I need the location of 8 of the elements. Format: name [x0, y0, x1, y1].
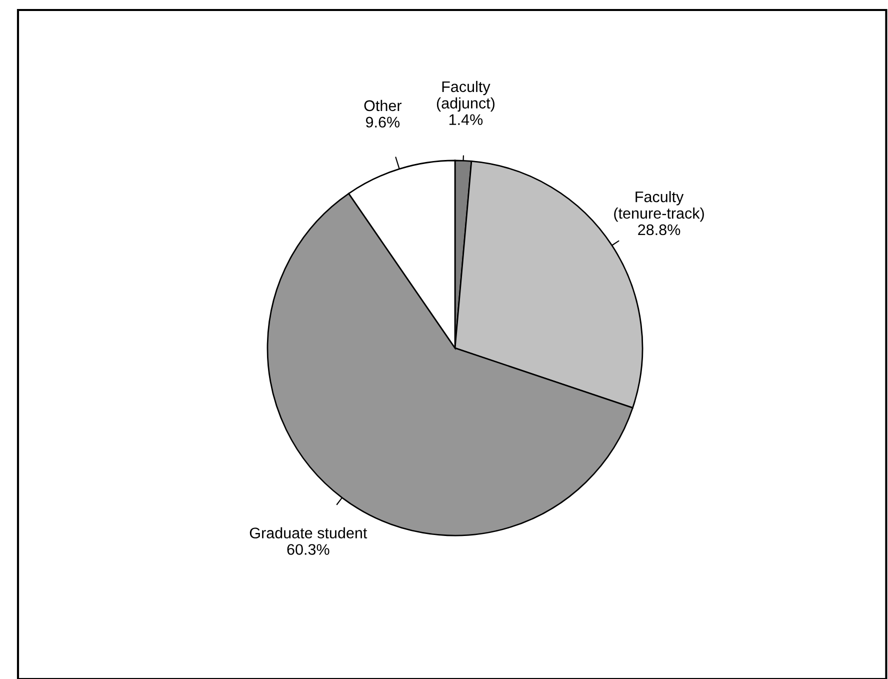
data-label: 28.8% — [638, 224, 680, 236]
data-label: 60.3% — [287, 544, 330, 555]
slice-label: Faculty (tenure-track) — [614, 191, 704, 222]
slice-label: Faculty (adjunct) — [436, 80, 494, 112]
slice-label: Graduate student — [250, 527, 368, 538]
data-label: 9.6% — [366, 116, 400, 128]
slice-label: Other — [364, 100, 402, 112]
data-label: 1.4% — [449, 114, 483, 125]
